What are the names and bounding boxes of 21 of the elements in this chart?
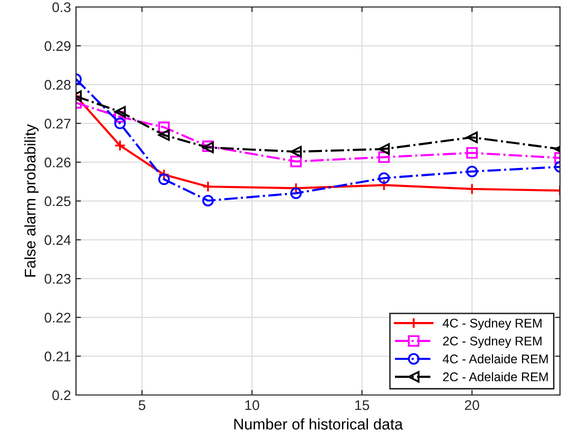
legend-label: 4C - Adelaide REM (442, 354, 548, 364)
y-tick-label: 0.3 (52, 2, 71, 12)
y-tick-label: 0.2 (52, 390, 70, 400)
y-tick-label: 0.23 (44, 274, 71, 284)
y-tick-label: 0.21 (44, 352, 70, 362)
x-tick-label: 20 (464, 400, 480, 410)
y-tick-label: 0.28 (44, 80, 71, 90)
x-axis-title: Number of historical data (234, 418, 403, 430)
y-tick-label: 0.25 (44, 196, 71, 206)
y-tick-label: 0.22 (44, 312, 70, 323)
y-axis-title: False alarm probability (24, 124, 39, 277)
legend-label: 2C - Sydney REM (443, 336, 542, 348)
x-tick-label: 15 (355, 400, 370, 410)
x-tick-label: 10 (245, 400, 260, 410)
y-tick-label: 0.27 (44, 118, 70, 129)
legend-label: 2C - Adelaide REM (443, 372, 548, 382)
x-tick-label: 5 (138, 400, 146, 410)
y-tick-label: 0.26 (44, 158, 71, 168)
y-tick-label: 0.24 (44, 235, 71, 245)
y-tick-label: 0.29 (44, 41, 70, 51)
legend-label: 4C - Sydney REM (442, 318, 542, 330)
